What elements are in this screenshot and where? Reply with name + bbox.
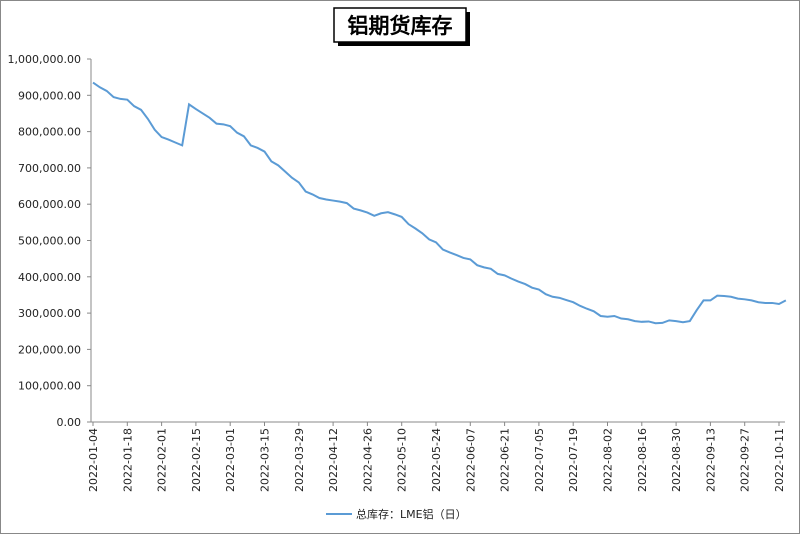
x-tick-label: 2022-03-29 — [293, 428, 306, 492]
y-tick-label: 100,000.00 — [18, 380, 81, 393]
x-tick-label: 2022-02-15 — [190, 428, 203, 492]
y-tick-label: 0.00 — [57, 416, 82, 429]
line-series — [92, 81, 787, 325]
x-tick-label: 2022-02-01 — [156, 428, 169, 492]
legend-label: 总库存：LME铝（日） — [356, 507, 467, 521]
y-tick-label: 800,000.00 — [18, 126, 81, 139]
x-tick-label: 2022-03-15 — [259, 428, 272, 492]
x-tick-label: 2022-08-16 — [636, 428, 649, 492]
x-tick-label: 2022-05-10 — [396, 428, 409, 492]
title-box — [333, 7, 467, 43]
x-tick-label: 2022-05-24 — [430, 428, 443, 492]
y-tick-label: 400,000.00 — [18, 271, 81, 284]
y-tick-label: 1,000,000.00 — [8, 53, 81, 66]
y-tick-label: 900,000.00 — [18, 89, 81, 102]
x-tick-label: 2022-01-18 — [121, 428, 134, 492]
x-tick-label: 2022-06-21 — [499, 428, 512, 492]
x-tick-label: 2022-09-27 — [739, 428, 752, 492]
x-tick-label: 2022-04-26 — [361, 428, 374, 492]
x-tick-label: 2022-07-19 — [567, 428, 580, 492]
x-tick-label: 2022-08-02 — [602, 428, 615, 492]
x-tick-label: 2022-06-07 — [464, 428, 477, 492]
x-tick-label: 2022-09-13 — [704, 428, 717, 492]
x-tick-label: 2022-04-12 — [327, 428, 340, 492]
y-tick-label: 700,000.00 — [18, 162, 81, 175]
x-tick-label: 2022-10-11 — [773, 428, 786, 492]
y-tick-label: 500,000.00 — [18, 235, 81, 248]
y-tick-label: 200,000.00 — [18, 343, 81, 356]
chart-title: 铝期货库存 — [348, 14, 453, 38]
x-tick-label: 2022-07-05 — [533, 428, 546, 492]
y-tick-label: 300,000.00 — [18, 307, 81, 320]
x-tick-label: 2022-03-01 — [224, 428, 237, 492]
y-tick-label: 600,000.00 — [18, 198, 81, 211]
x-tick-label: 2022-01-04 — [87, 428, 100, 492]
x-tick-label: 2022-08-30 — [670, 428, 683, 492]
